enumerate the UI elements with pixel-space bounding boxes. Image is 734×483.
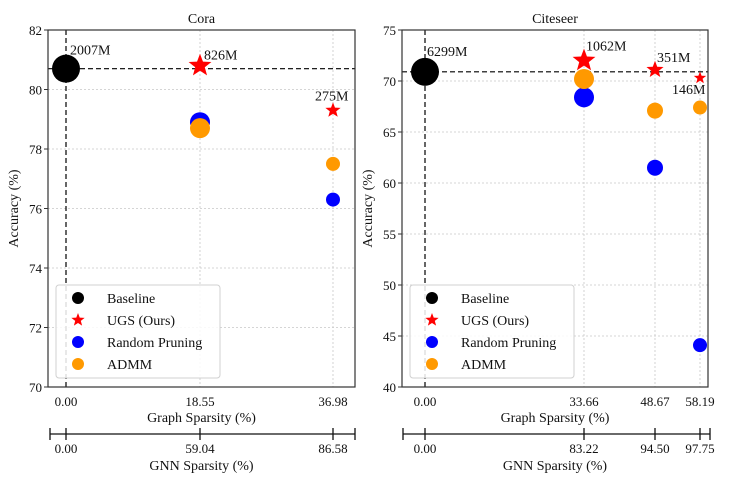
- secondary-tick-label: 86.58: [318, 441, 347, 456]
- point-annotation: 1062M: [586, 40, 627, 55]
- panel-cora: 70 72 74 76 78 80 82 0.00 18.55 36.98 Cora Graph Sp…: [7, 12, 356, 474]
- data-point-random-pruning: [574, 87, 594, 108]
- x-axis-label: Graph Sparsity (%): [147, 411, 256, 426]
- point-annotation: 826M: [204, 49, 238, 64]
- point-annotation: 6299M: [427, 45, 468, 60]
- y-tick-label: 70: [29, 380, 42, 395]
- y-tick-label: 55: [383, 227, 396, 242]
- data-point-random-pruning: [693, 338, 707, 353]
- legend-marker-admm: [426, 358, 438, 370]
- x-tick-label: 58.19: [685, 394, 714, 409]
- point-annotation: 2007M: [70, 44, 111, 59]
- y-axis-label: Accuracy (%): [7, 169, 22, 247]
- data-point-admm: [326, 156, 340, 171]
- legend: Baseline UGS (Ours) Random Pruning ADMM: [409, 284, 575, 379]
- y-tick-label: 82: [29, 23, 42, 38]
- secondary-tick-label: 83.22: [569, 441, 598, 456]
- y-tick-label: 70: [383, 74, 396, 89]
- x-tick-label: 18.55: [185, 394, 214, 409]
- data-point-ugs: [188, 53, 212, 76]
- data-point-random-pruning: [647, 159, 663, 176]
- legend-label: Baseline: [107, 292, 155, 307]
- legend-label: Baseline: [461, 292, 509, 307]
- legend-marker-random-pruning: [72, 336, 84, 348]
- y-axis-label: Accuracy (%): [361, 169, 376, 247]
- y-tick-label: 75: [383, 23, 396, 38]
- data-point-admm: [574, 68, 594, 89]
- y-tick-label: 60: [383, 176, 396, 191]
- data-point-random-pruning: [326, 192, 340, 207]
- chart-title: Cora: [188, 12, 216, 27]
- point-annotation: 275M: [315, 89, 349, 104]
- x-tick-label: 0.00: [55, 394, 78, 409]
- secondary-axis-label: GNN Sparsity (%): [503, 459, 608, 474]
- secondary-tick-label: 0.00: [55, 441, 78, 456]
- legend-marker-random-pruning: [426, 336, 438, 348]
- point-annotation: 351M: [657, 51, 691, 66]
- data-point-ugs: [693, 71, 707, 84]
- legend-label: UGS (Ours): [107, 314, 175, 329]
- legend-marker-admm: [72, 358, 84, 370]
- data-point-ugs: [325, 102, 341, 117]
- y-tick-label: 78: [29, 142, 42, 157]
- y-tick-label: 72: [29, 321, 42, 336]
- data-point-baseline: [52, 54, 80, 83]
- legend: Baseline UGS (Ours) Random Pruning ADMM: [55, 284, 221, 379]
- plot-frame: [401, 29, 709, 388]
- data-point-baseline: [411, 57, 439, 86]
- x-axis-label: Graph Sparsity (%): [501, 411, 610, 426]
- secondary-tick-label: 0.00: [414, 441, 437, 456]
- secondary-tick-label: 59.04: [185, 441, 215, 456]
- y-tick-label: 80: [29, 83, 42, 98]
- data-point-admm: [647, 102, 663, 119]
- point-annotation: 146M: [672, 83, 706, 98]
- legend-label: Random Pruning: [107, 336, 202, 351]
- secondary-tick-label: 97.75: [685, 441, 714, 456]
- data-point-ugs: [572, 48, 596, 71]
- y-tick-label: 45: [383, 329, 396, 344]
- data-point-admm: [693, 100, 707, 115]
- x-tick-label: 48.67: [640, 394, 670, 409]
- legend-marker-baseline: [426, 292, 438, 304]
- data-point-admm: [190, 118, 210, 139]
- data-point-ugs: [646, 60, 664, 78]
- legend-label: ADMM: [107, 358, 153, 373]
- y-tick-label: 65: [383, 125, 396, 140]
- legend-label: UGS (Ours): [461, 314, 529, 329]
- legend-label: Random Pruning: [461, 336, 556, 351]
- y-tick-label: 76: [29, 202, 43, 217]
- secondary-axis-label: GNN Sparsity (%): [149, 459, 254, 474]
- y-tick-label: 40: [383, 380, 396, 395]
- x-tick-label: 33.66: [569, 394, 599, 409]
- legend-marker-ugs: [71, 313, 85, 326]
- legend-box: [55, 284, 221, 379]
- legend-marker-ugs: [425, 313, 439, 326]
- y-tick-label: 74: [29, 261, 43, 276]
- legend-box: [409, 284, 575, 379]
- x-tick-label: 36.98: [318, 394, 347, 409]
- panel-citeseer: 40 45 50 55 60 65 70 75 0.00 33.66 48.67 58.19 Cites…: [361, 12, 715, 474]
- legend-marker-baseline: [72, 292, 84, 304]
- secondary-tick-label: 94.50: [640, 441, 669, 456]
- chart-title: Citeseer: [532, 12, 578, 27]
- legend-label: ADMM: [461, 358, 507, 373]
- y-tick-label: 50: [383, 278, 396, 293]
- x-tick-label: 0.00: [414, 394, 437, 409]
